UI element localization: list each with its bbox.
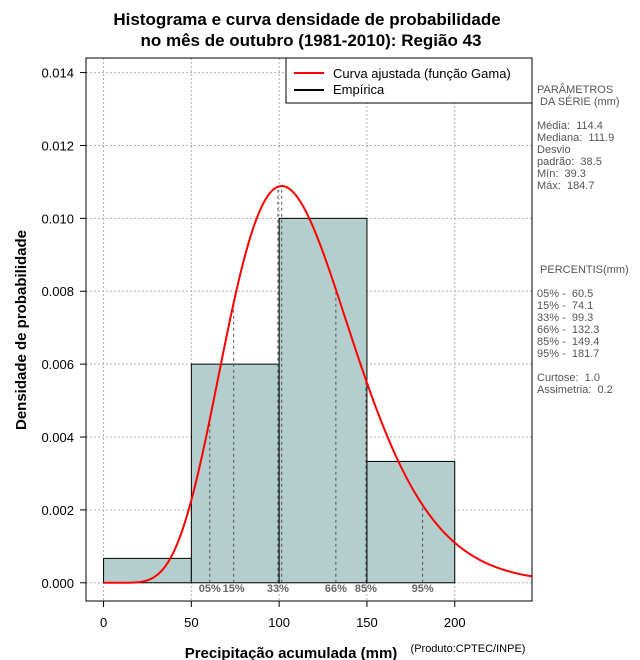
- y-tick-label-1: 0.002: [41, 503, 74, 518]
- x-tick-label-1: 50: [184, 615, 198, 630]
- percentile-label-4: 85%: [355, 583, 377, 595]
- percentile-label-2: 33%: [267, 583, 289, 595]
- chart-title-line-1: Histograma e curva densidade de probabil…: [113, 10, 500, 29]
- params-title-line-1: PARÂMETROS: [537, 84, 614, 96]
- y-tick-label-4: 0.008: [41, 284, 74, 299]
- legend-label-empirical: Empírica: [333, 82, 385, 97]
- percentile-66: 66% - 132.3: [537, 324, 600, 336]
- stat-kurtosis: Curtose: 1.0: [537, 372, 600, 384]
- series-statistics-panel: PARÂMETROS DA SÉRIE (mm) Média: 114.4 Me…: [537, 84, 640, 396]
- chart-title-line-2: no mês de outubro (1981-2010): Região 43: [140, 31, 481, 50]
- histogram-bar-1: [190, 363, 280, 584]
- y-axis-label: Densidade de probabilidade: [13, 230, 30, 430]
- fitted-curve-layer: [103, 185, 533, 584]
- percentile-05: 05% - 60.5: [537, 288, 594, 300]
- x-tick-label-2: 100: [268, 615, 290, 630]
- legend-label-curve: Curva ajustada (função Gama): [333, 66, 511, 81]
- stat-mean: Média: 114.4: [537, 120, 603, 132]
- stat-max: Máx: 184.7: [537, 180, 595, 192]
- y-tick-label-5: 0.010: [41, 211, 74, 226]
- stat-min: Mín: 39.3: [537, 168, 586, 180]
- percentile-label-5: 95%: [412, 583, 434, 595]
- percentile-label-0: 05%: [199, 583, 221, 595]
- y-tick-label-7: 0.014: [41, 66, 74, 81]
- y-axis: 0.000 0.002 0.004 0.006 0.008 0.010 0.012 0.014: [41, 66, 87, 591]
- percentiles-title: PERCENTIS(mm): [537, 264, 629, 276]
- x-tick-label-3: 150: [356, 615, 378, 630]
- percentile-label-1: 15%: [223, 583, 245, 595]
- y-tick-label-2: 0.004: [41, 430, 74, 445]
- legend: Curva ajustada (função Gama) Empírica: [285, 57, 533, 104]
- percentile-15: 15% - 74.1: [537, 300, 594, 312]
- product-credit: (Produto:CPTEC/INPE): [411, 643, 526, 655]
- fitted-gamma-curve: [103, 185, 533, 584]
- params-title-line-2: DA SÉRIE (mm): [537, 96, 620, 108]
- legend-box: [285, 57, 533, 104]
- y-tick-label-0: 0.000: [41, 576, 74, 591]
- percentile-label-3: 66%: [325, 583, 347, 595]
- percentile-labels: 05% 15% 33% 66% 85% 95%: [199, 583, 434, 595]
- percentile-33: 33% - 99.3: [537, 312, 594, 324]
- x-tick-label-4: 200: [444, 615, 466, 630]
- percentile-95: 95% - 181.7: [537, 348, 600, 360]
- histogram-bars: [103, 217, 456, 584]
- percentile-lines: [209, 186, 424, 583]
- histogram-bar-2: [278, 217, 368, 584]
- x-axis-label: Precipitação acumulada (mm): [185, 645, 398, 660]
- y-tick-label-6: 0.012: [41, 138, 74, 153]
- histogram-bar-0: [103, 557, 192, 584]
- stat-skewness: Assimetria: 0.2: [537, 384, 613, 396]
- x-axis: 0 50 100 150 200: [100, 600, 466, 630]
- stat-stddev-label: Desvio: [537, 144, 571, 156]
- percentile-85: 85% - 149.4: [537, 336, 600, 348]
- stat-median: Mediana: 111.9: [537, 132, 615, 144]
- x-tick-label-0: 0: [100, 615, 107, 630]
- histogram-bar-3: [366, 460, 456, 584]
- stat-stddev: padrão: 38.5: [537, 156, 602, 168]
- y-tick-label-3: 0.006: [41, 357, 74, 372]
